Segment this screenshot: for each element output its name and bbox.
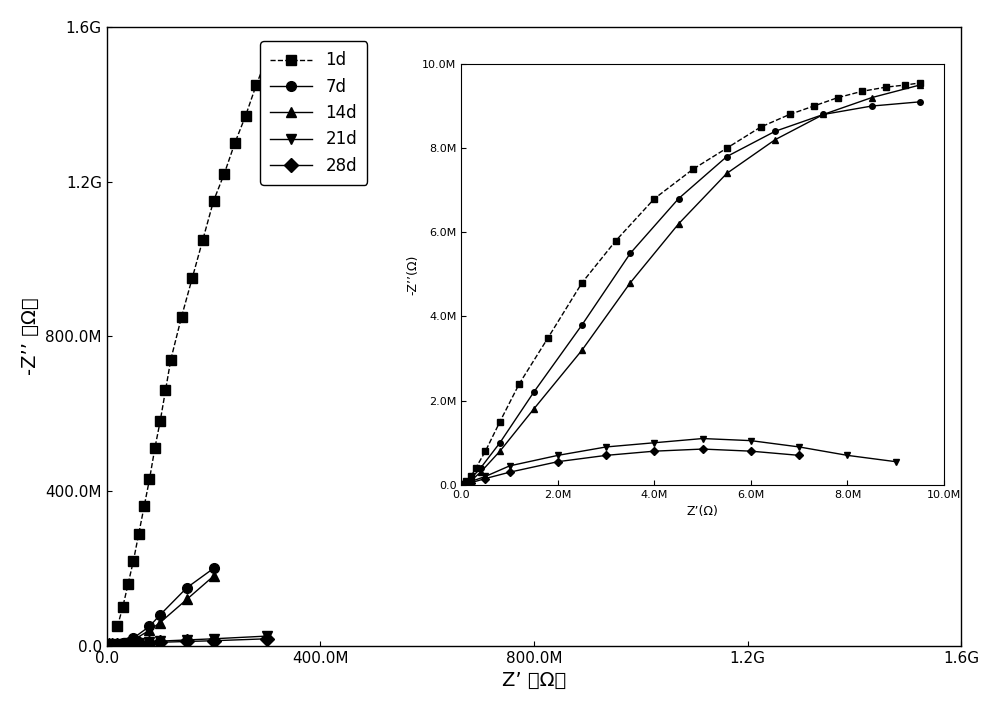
28d: [102, 641, 114, 650]
14d: [117, 639, 129, 648]
Y-axis label: -Z’’ （Ω）: -Z’’ （Ω）: [21, 297, 40, 375]
14d: [127, 636, 139, 644]
7d: [102, 641, 114, 650]
1d: [197, 235, 209, 244]
28d: [111, 641, 123, 649]
21d: [101, 641, 113, 650]
7d: [117, 638, 129, 647]
28d: [181, 637, 193, 646]
28d: [208, 636, 220, 645]
1d: [229, 139, 241, 147]
14d: [208, 572, 220, 580]
1d: [149, 444, 161, 453]
1d: [240, 112, 252, 120]
7d: [101, 641, 113, 650]
21d: [101, 641, 113, 650]
28d: [101, 641, 113, 650]
7d: [143, 622, 155, 631]
21d: [143, 638, 155, 646]
1d: [208, 197, 220, 205]
21d: [103, 641, 115, 650]
21d: [102, 641, 114, 650]
28d: [261, 634, 273, 643]
21d: [154, 637, 166, 646]
28d: [122, 640, 134, 648]
X-axis label: Z’ （Ω）: Z’ （Ω）: [502, 671, 566, 690]
28d: [133, 639, 145, 648]
14d: [101, 641, 113, 650]
Line: 7d: 7d: [102, 564, 218, 651]
1d: [133, 529, 145, 538]
21d: [261, 632, 273, 641]
14d: [181, 595, 193, 604]
14d: [102, 641, 114, 650]
1d: [176, 313, 188, 321]
Line: 28d: 28d: [102, 634, 272, 651]
28d: [106, 641, 118, 650]
28d: [101, 641, 113, 650]
21d: [101, 641, 113, 650]
14d: [111, 641, 123, 649]
21d: [111, 640, 123, 648]
7d: [101, 641, 113, 650]
14d: [101, 641, 113, 650]
Line: 21d: 21d: [102, 631, 272, 651]
1d: [127, 557, 139, 565]
21d: [101, 641, 113, 650]
1d: [111, 622, 123, 631]
7d: [181, 584, 193, 592]
28d: [143, 638, 155, 647]
1d: [261, 53, 273, 62]
28d: [154, 638, 166, 646]
7d: [106, 641, 118, 650]
1d: [165, 356, 177, 364]
1d: [250, 80, 262, 89]
7d: [127, 634, 139, 642]
1d: [117, 603, 129, 611]
7d: [208, 564, 220, 572]
28d: [101, 641, 113, 650]
Line: 14d: 14d: [102, 571, 218, 651]
1d: [186, 274, 198, 282]
Line: 1d: 1d: [113, 53, 272, 631]
21d: [133, 638, 145, 647]
7d: [154, 611, 166, 619]
1d: [154, 417, 166, 426]
28d: [101, 641, 113, 650]
7d: [111, 641, 123, 649]
1d: [143, 475, 155, 483]
1d: [218, 169, 230, 178]
14d: [154, 619, 166, 627]
14d: [106, 641, 118, 650]
21d: [208, 634, 220, 643]
14d: [103, 641, 115, 650]
1d: [122, 579, 134, 588]
21d: [122, 639, 134, 648]
14d: [143, 626, 155, 634]
Legend: 1d, 7d, 14d, 21d, 28d: 1d, 7d, 14d, 21d, 28d: [260, 41, 367, 185]
28d: [103, 641, 115, 650]
7d: [103, 641, 115, 650]
21d: [181, 636, 193, 644]
1d: [138, 502, 150, 510]
1d: [159, 386, 171, 395]
28d: [101, 641, 113, 650]
21d: [101, 641, 113, 650]
21d: [106, 641, 118, 649]
